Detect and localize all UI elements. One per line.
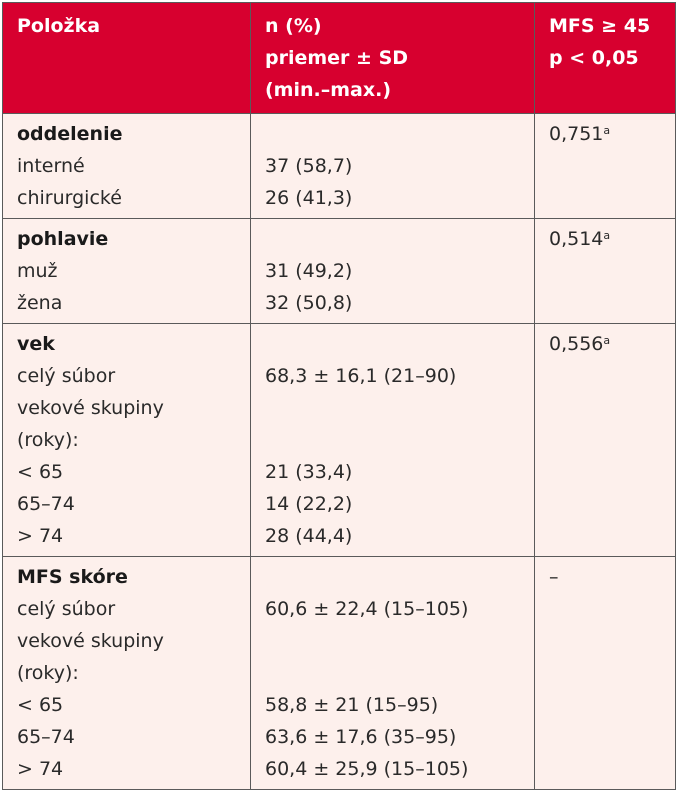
p-value: 0,751a bbox=[549, 118, 667, 150]
row-label: chirurgické bbox=[17, 187, 122, 209]
p-value-footnote: a bbox=[603, 229, 611, 242]
row-label: muž bbox=[17, 260, 58, 282]
row-label: vekové skupiny bbox=[17, 630, 164, 652]
row-label: < 65 bbox=[17, 694, 64, 716]
row-value: 58,8 ± 21 (15–95) bbox=[265, 694, 439, 716]
header-stats-line-3: (min.–max.) bbox=[265, 79, 392, 101]
p-value-number: 0,556 bbox=[549, 333, 604, 355]
row-label: interné bbox=[17, 155, 85, 177]
row-value bbox=[265, 392, 526, 424]
section-title: pohlavie bbox=[17, 228, 109, 250]
row-value: 60,4 ± 25,9 (15–105) bbox=[265, 758, 469, 780]
table-row: MFS skóre celý súbor vekové skupiny (roky):… bbox=[2, 556, 676, 790]
p-value-number: 0,751 bbox=[549, 123, 604, 145]
header-pvalue-line-2: p < 0,05 bbox=[549, 47, 639, 69]
row-label: vekové skupiny bbox=[17, 397, 164, 419]
p-value: 0,556a bbox=[549, 328, 667, 360]
p-value: 0,514a bbox=[549, 223, 667, 255]
value-cell: 68,3 ± 16,1 (21–90) 21 (33,4) 14 (22,2) 28 … bbox=[250, 323, 535, 557]
value-cell: 60,6 ± 22,4 (15–105) 58,8 ± 21 (15–95) 63,… bbox=[250, 556, 535, 790]
data-table: Položka n (%) priemer ± SD (min.–max.) M… bbox=[2, 2, 676, 790]
section-title: vek bbox=[17, 333, 55, 355]
table-row: pohlavie muž žena 31 (49,2) 32 (50,8) 0,514a bbox=[2, 218, 676, 324]
row-value: 26 (41,3) bbox=[265, 187, 353, 209]
row-label: 65–74 bbox=[17, 493, 75, 515]
row-label: > 74 bbox=[17, 525, 64, 547]
row-value: 37 (58,7) bbox=[265, 155, 353, 177]
row-label: celý súbor bbox=[17, 365, 116, 387]
section-title: MFS skóre bbox=[17, 566, 128, 588]
label-cell: vek celý súbor vekové skupiny (roky): < 65 65… bbox=[2, 323, 251, 557]
label-cell: oddelenie interné chirurgické bbox=[2, 113, 251, 219]
pvalue-cell: 0,514a bbox=[534, 218, 676, 324]
row-value: 63,6 ± 17,6 (35–95) bbox=[265, 726, 457, 748]
pvalue-cell: 0,751a bbox=[534, 113, 676, 219]
row-value: 68,3 ± 16,1 (21–90) bbox=[265, 365, 457, 387]
row-value: 60,6 ± 22,4 (15–105) bbox=[265, 598, 469, 620]
row-label: (roky): bbox=[17, 429, 79, 451]
p-value-footnote: a bbox=[603, 124, 611, 137]
p-value: – bbox=[549, 561, 667, 593]
p-value-number: – bbox=[549, 566, 559, 588]
row-value bbox=[265, 625, 526, 657]
row-value: 32 (50,8) bbox=[265, 292, 353, 314]
section-title-spacer bbox=[265, 561, 526, 593]
row-value: 28 (44,4) bbox=[265, 525, 353, 547]
header-stats-line-1: n (%) bbox=[265, 15, 322, 37]
label-cell: MFS skóre celý súbor vekové skupiny (roky):… bbox=[2, 556, 251, 790]
row-value bbox=[265, 424, 526, 456]
label-cell: pohlavie muž žena bbox=[2, 218, 251, 324]
table-row: oddelenie interné chirurgické 37 (58,7) 26 (… bbox=[2, 113, 676, 219]
row-label: žena bbox=[17, 292, 63, 314]
section-title-spacer bbox=[265, 118, 526, 150]
header-item: Položka bbox=[2, 2, 251, 114]
row-value: 21 (33,4) bbox=[265, 461, 353, 483]
header-pvalue: MFS ≥ 45 p < 0,05 bbox=[534, 2, 676, 114]
header-row: Položka n (%) priemer ± SD (min.–max.) M… bbox=[2, 2, 676, 114]
row-label: (roky): bbox=[17, 662, 79, 684]
header-item-label: Položka bbox=[17, 15, 101, 37]
value-cell: 37 (58,7) 26 (41,3) bbox=[250, 113, 535, 219]
row-value: 14 (22,2) bbox=[265, 493, 353, 515]
row-label: < 65 bbox=[17, 461, 64, 483]
p-value-footnote: a bbox=[603, 334, 611, 347]
row-label: 65–74 bbox=[17, 726, 75, 748]
value-cell: 31 (49,2) 32 (50,8) bbox=[250, 218, 535, 324]
header-pvalue-line-1: MFS ≥ 45 bbox=[549, 15, 651, 37]
pvalue-cell: 0,556a bbox=[534, 323, 676, 557]
row-value bbox=[265, 657, 526, 689]
section-title-spacer bbox=[265, 223, 526, 255]
table-row: vek celý súbor vekové skupiny (roky): < 65 65… bbox=[2, 323, 676, 557]
section-title-spacer bbox=[265, 328, 526, 360]
p-value-number: 0,514 bbox=[549, 228, 604, 250]
header-stats-line-2: priemer ± SD bbox=[265, 47, 409, 69]
row-label: celý súbor bbox=[17, 598, 116, 620]
section-title: oddelenie bbox=[17, 123, 123, 145]
header-stats: n (%) priemer ± SD (min.–max.) bbox=[250, 2, 535, 114]
row-label: > 74 bbox=[17, 758, 64, 780]
pvalue-cell: – bbox=[534, 556, 676, 790]
row-value: 31 (49,2) bbox=[265, 260, 353, 282]
